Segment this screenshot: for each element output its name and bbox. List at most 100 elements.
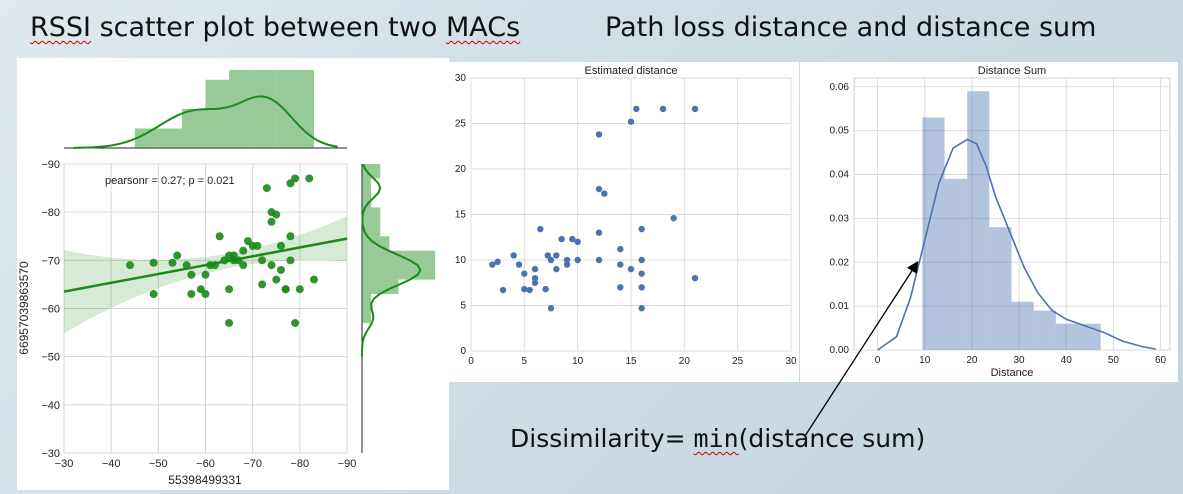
scatter-x-tick-label: 0: [468, 356, 474, 367]
formula-prefix: Dissimilarity=: [510, 424, 694, 453]
scatter-point: [563, 261, 571, 268]
marginal-x-bar: [158, 128, 182, 148]
scatter-point: [601, 190, 608, 197]
scatter-point: [638, 225, 645, 233]
scatter-point: [531, 265, 539, 273]
joint-x-tick-label: −80: [290, 458, 309, 470]
histogram-panel: 0 10 20 30 40 50 60 0.00 0.01 0.02 0.03 0.04 0.05 0.0…: [800, 62, 1178, 382]
joint-scatter-point: [272, 210, 281, 219]
scatter-point: [638, 270, 645, 277]
joint-scatter-point: [187, 290, 196, 299]
marginal-y-bar: [362, 279, 399, 295]
marginal-y-bar: [362, 178, 372, 193]
scatter-point: [638, 284, 645, 291]
left-heading-macs: MACs: [445, 12, 521, 43]
jointplot-xlabel: 55398499331: [168, 473, 242, 487]
joint-y-tick-label: −90: [41, 159, 60, 171]
joint-scatter-point: [126, 261, 135, 270]
scatter-point: [574, 238, 581, 245]
scatter-point: [595, 131, 603, 138]
joint-x-tick-label: −50: [149, 458, 168, 470]
joint-x-tick-label: −90: [338, 458, 357, 470]
marginal-x-bar: [252, 70, 277, 148]
joint-scatter-point: [309, 275, 318, 284]
scatter-point: [633, 105, 640, 113]
joint-y-tick-label: −50: [41, 352, 60, 364]
scatter-point: [617, 284, 624, 291]
joint-x-tick-label: −60: [196, 458, 215, 470]
scatter-title: Estimated distance: [585, 65, 678, 77]
histogram-kde-curve: [877, 138, 1156, 351]
joint-scatter-point: [225, 285, 234, 294]
scatter-point: [537, 225, 544, 233]
joint-scatter-point: [258, 256, 267, 265]
joint-scatter-point: [182, 261, 191, 270]
joint-y-tick-label: −30: [41, 448, 60, 460]
marginal-y-bar: [362, 164, 381, 179]
scatter-point: [494, 258, 501, 266]
histogram-y-tick-label: 0.03: [830, 213, 850, 224]
scatter-point: [691, 105, 699, 113]
scatter-x-tick-label: 15: [625, 356, 637, 367]
scatter-point: [521, 285, 528, 293]
joint-scatter-point: [149, 258, 158, 267]
scatter-point: [670, 214, 677, 222]
scatter-x-tick-label: 25: [732, 356, 744, 367]
scatter-point: [544, 252, 551, 259]
joint-scatter-point: [225, 318, 234, 327]
histogram-y-tick-label: 0.04: [830, 170, 850, 181]
marginal-x-bar: [205, 79, 230, 148]
marginal-y-bar: [362, 221, 381, 237]
histogram-x-tick-label: 30: [1014, 355, 1026, 366]
scatter-point: [569, 235, 576, 243]
joint-scatter-point: [291, 174, 300, 183]
marginal-y-bar: [362, 250, 435, 266]
scatter-point: [691, 275, 699, 282]
joint-scatter-point: [281, 285, 290, 294]
jointplot-panel: −30 −30 −40 −40 −50 −50 −60 −60 −70 −70 −80 −80 −90 −…: [17, 58, 449, 490]
histogram-bar: [944, 178, 968, 350]
scatter-y-tick-label: 0: [460, 346, 466, 357]
scatter-point: [547, 256, 555, 264]
joint-scatter-point: [305, 174, 314, 183]
joint-y-tick-label: −40: [41, 400, 60, 412]
scatter-point: [553, 265, 560, 273]
left-heading: RSSI scatter plot between two MACs: [30, 12, 520, 43]
formula-func: min: [693, 424, 739, 453]
histogram-bar: [1078, 323, 1101, 350]
scatter-y-tick-label: 5: [460, 301, 466, 312]
histogram-x-tick-label: 0: [875, 355, 881, 366]
scatter-point: [638, 256, 645, 264]
scatter-point: [547, 305, 555, 312]
joint-scatter-point: [210, 261, 219, 270]
marginal-y-bar: [362, 294, 372, 309]
joint-scatter-point: [262, 184, 271, 193]
marginal-y-bar: [362, 207, 381, 222]
joint-x-tick-label: −40: [102, 458, 121, 470]
scatter-x-tick-label: 30: [785, 356, 797, 367]
joint-scatter-point: [201, 290, 210, 299]
histogram-bar: [922, 117, 945, 350]
scatter-point: [489, 261, 496, 268]
jointplot-svg: −30−30 −40 −40 −50 −50 −60 −60 −70 −70 −80 −80 −90 −…: [17, 70, 435, 487]
scatter-point: [595, 256, 603, 264]
histogram-svg: 0 10 20 30 40 50 60 0.00 0.01 0.02 0.03 0.04 0.05 0.0…: [830, 65, 1171, 379]
scatter-panel: 0 0 5 5 10 10 15 15 20 20 25 25 30 30 Estimated dista…: [449, 62, 799, 382]
joint-scatter-point: [173, 251, 182, 260]
joint-scatter-point: [295, 285, 304, 294]
scatter-point: [510, 252, 517, 259]
joint-scatter-point: [291, 318, 300, 327]
scatter-point: [595, 229, 603, 236]
marginal-x-bar: [181, 109, 206, 148]
joint-scatter-point: [187, 270, 196, 279]
scatter-x-tick-label: 20: [679, 356, 691, 367]
histogram-bar: [1011, 301, 1034, 350]
joint-y-tick-label: −70: [41, 255, 60, 267]
histogram-x-tick-label: 20: [966, 355, 978, 366]
joint-y-tick-label: −80: [41, 207, 60, 219]
scatter-point: [521, 270, 528, 277]
scatter-point: [627, 265, 635, 273]
joint-y-tick-label: −60: [41, 304, 60, 316]
marginal-y-bar: [362, 308, 372, 323]
scatter-point: [531, 275, 539, 282]
